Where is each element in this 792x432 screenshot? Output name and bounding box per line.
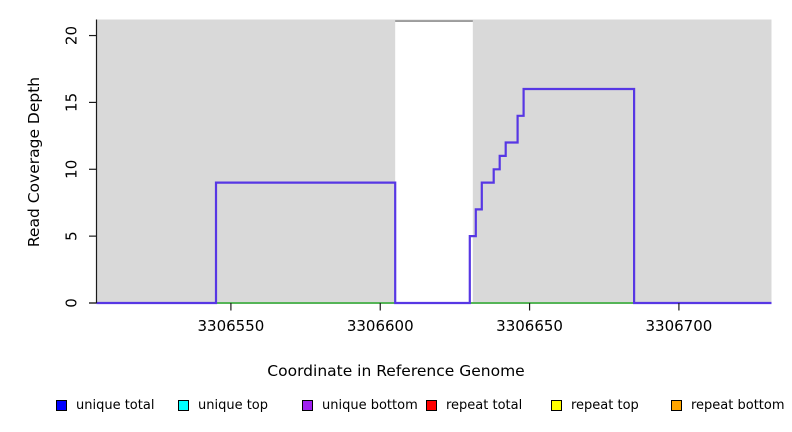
x-tick-label: 3306700 (646, 317, 713, 335)
legend-label: repeat bottom (691, 397, 785, 413)
legend-label: unique bottom (322, 397, 418, 413)
legend-swatch-icon (671, 399, 682, 411)
y-tick-label: 0 (63, 298, 81, 308)
legend-label: repeat top (571, 397, 639, 413)
masked-region (395, 21, 473, 303)
y-axis-title: Read Coverage Depth (25, 76, 43, 248)
x-tick-label: 3306600 (347, 317, 414, 335)
legend-swatch-icon (551, 399, 562, 411)
legend-swatch-icon (426, 399, 437, 411)
x-tick-label: 3306650 (496, 317, 563, 335)
y-tick-label: 15 (63, 93, 81, 112)
legend-label: repeat total (446, 397, 523, 413)
y-tick-label: 20 (63, 26, 81, 45)
y-tick-label: 10 (63, 160, 81, 179)
legend-label: unique total (76, 397, 155, 413)
x-axis-title: Coordinate in Reference Genome (267, 362, 525, 380)
legend-label: unique top (198, 397, 269, 413)
legend-item-repeat-bottom: repeat bottom (671, 396, 785, 414)
legend: unique total unique top unique bottom repea… (0, 396, 792, 422)
legend-swatch-icon (178, 399, 189, 411)
legend-item-repeat-top: repeat top (551, 396, 639, 414)
coverage-step-line (96, 87, 772, 305)
legend-item-unique-bottom: unique bottom (302, 396, 418, 414)
legend-swatch-icon (56, 399, 67, 411)
y-tick-label: 5 (63, 231, 81, 241)
legend-item-unique-top: unique top (178, 396, 268, 414)
legend-swatch-icon (302, 399, 313, 411)
legend-item-unique-total: unique total (56, 396, 154, 414)
legend-item-repeat-total: repeat total (426, 396, 522, 414)
x-tick-label: 3306550 (197, 317, 264, 335)
